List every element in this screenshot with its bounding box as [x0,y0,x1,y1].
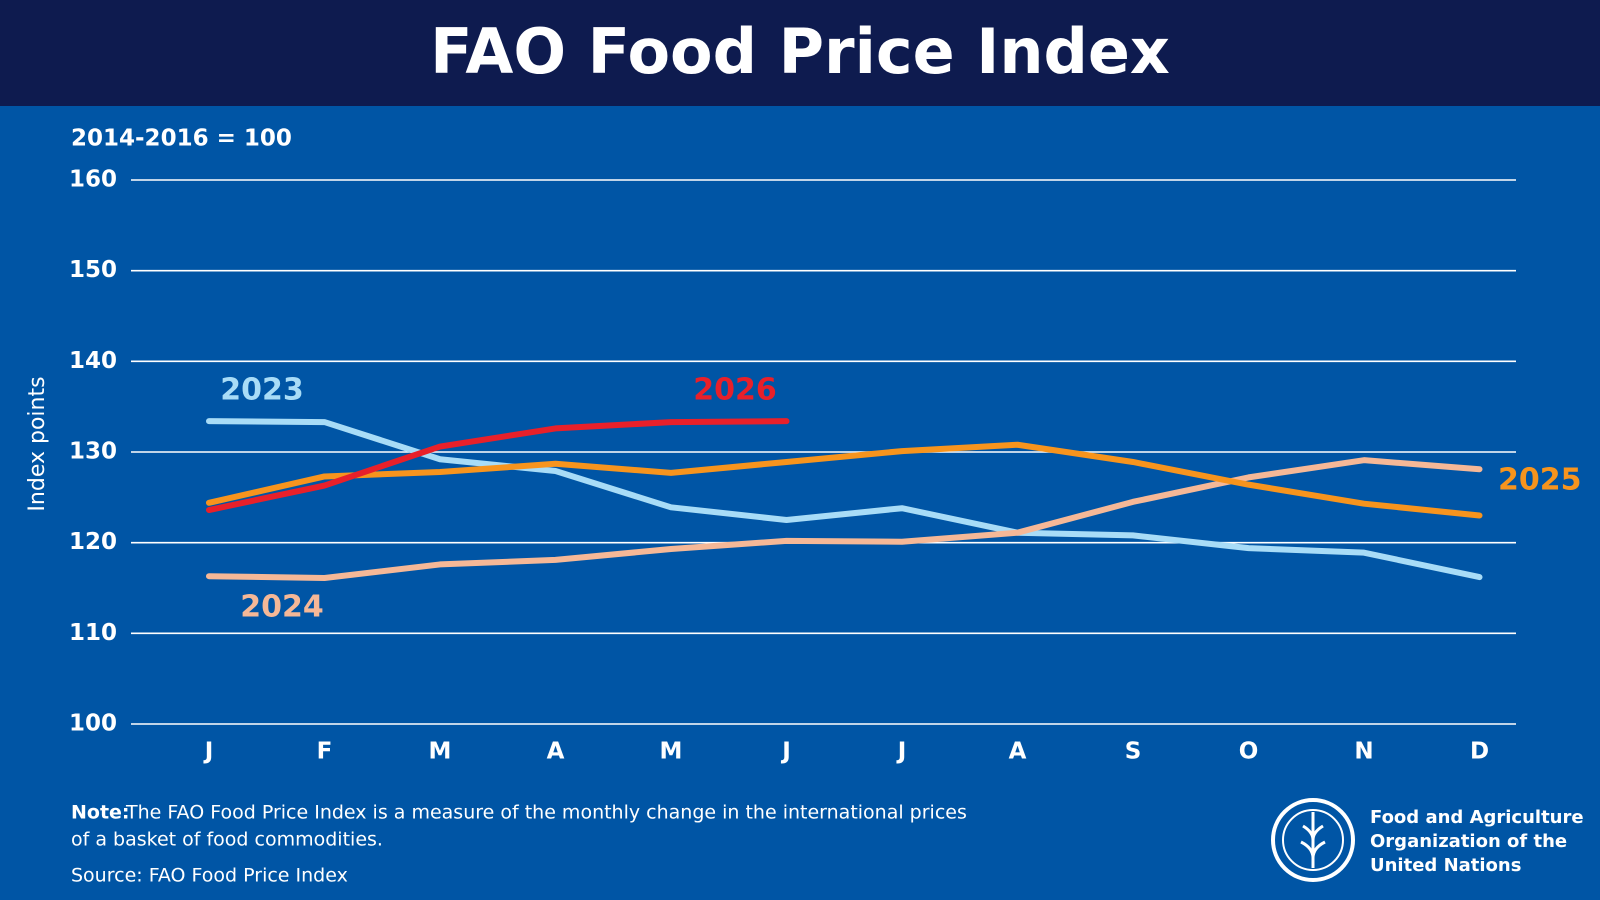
series-line [206,457,1483,582]
series-line [206,441,1483,519]
note-label: Note: [71,802,130,824]
x-tick-label: A [547,739,565,765]
x-tick-label: J [780,739,791,765]
y-tick-label: 120 [69,529,117,555]
y-tick-label: 130 [69,439,117,465]
source: Source: FAO Food Price Index [71,865,348,887]
x-tick-label: J [896,739,907,765]
x-tick-label: M [660,739,683,765]
x-tick-label: D [1470,739,1489,765]
x-tick-label: O [1239,739,1259,765]
chart-title: FAO Food Price Index [430,15,1170,88]
x-tick-label: A [1009,739,1027,765]
y-tick-label: 140 [69,348,117,374]
header-bar [0,0,1600,106]
subtitle: 2014-2016 = 100 [71,126,292,152]
series-label: 2026 [693,373,777,408]
series-label: 2024 [240,590,324,625]
org-name: United Nations [1370,855,1521,876]
note-text: of a basket of food commodities. [71,829,383,851]
y-tick-label: 100 [69,711,117,737]
x-tick-label: S [1125,739,1142,765]
x-tick-label: J [203,739,214,765]
x-tick-label: M [429,739,452,765]
series-label: 2025 [1498,463,1582,498]
series-label: 2023 [220,373,304,408]
plot: 100 110 120 130 140 150 160 J F M A M J J A S O N D 2023 202… [69,167,1582,765]
x-tick-label: F [317,739,333,765]
note-text: The FAO Food Price Index is a measure of… [125,802,967,824]
series-line [206,418,790,514]
y-tick-label: 150 [69,257,117,283]
y-tick-label: 110 [69,620,117,646]
x-tick-label: N [1354,739,1373,765]
org-name: Food and Agriculture [1370,807,1584,828]
y-axis-label: Index points [25,376,50,511]
fao-logo [1271,798,1355,882]
y-tick-label: 160 [69,167,117,193]
org-name: Organization of the [1370,831,1567,852]
